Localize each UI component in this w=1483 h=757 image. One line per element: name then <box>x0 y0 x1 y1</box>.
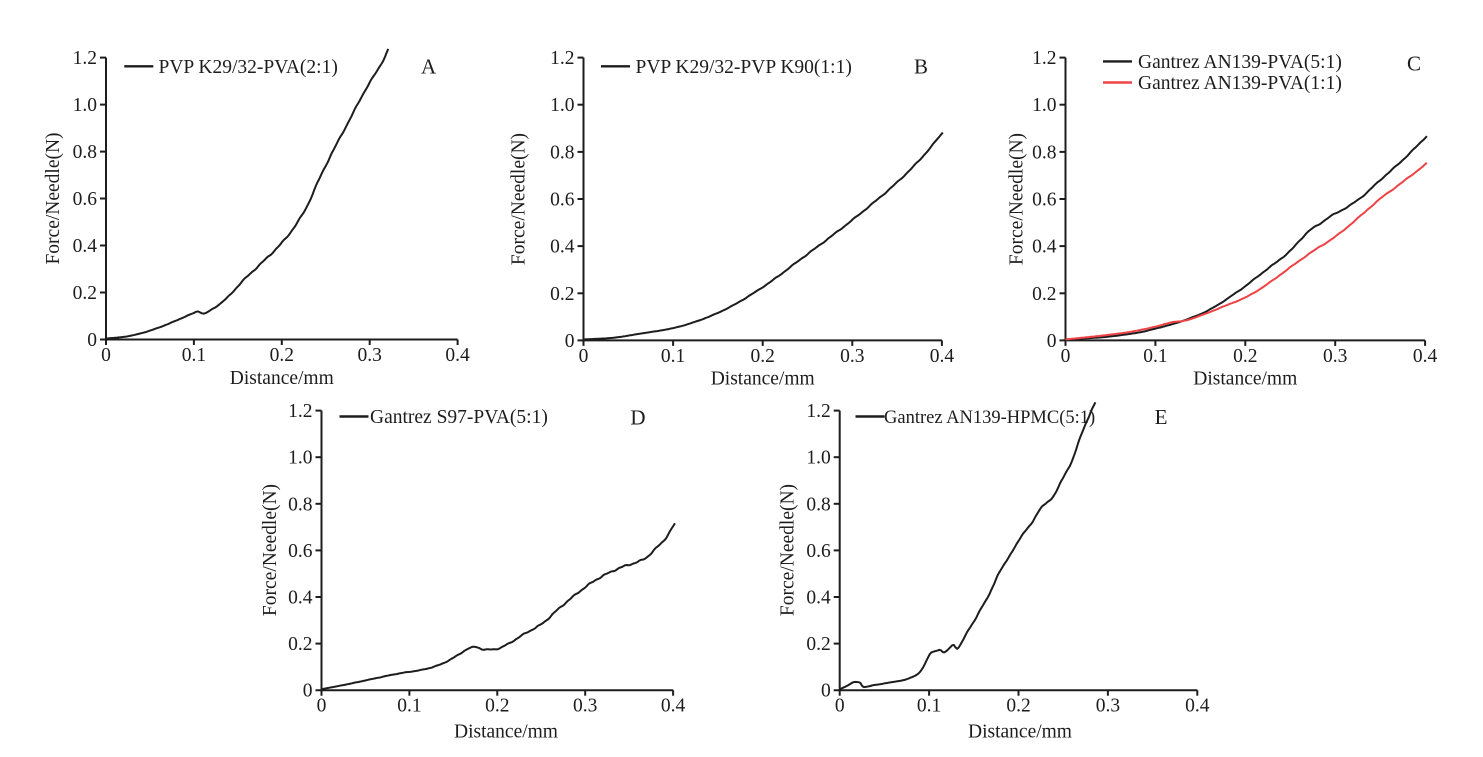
svg-text:0.1: 0.1 <box>1143 346 1167 367</box>
svg-text:Distance/mm: Distance/mm <box>968 722 1072 743</box>
svg-text:0.1: 0.1 <box>661 346 685 367</box>
svg-text:0.1: 0.1 <box>917 696 941 717</box>
svg-text:0: 0 <box>101 345 111 366</box>
svg-text:0.2: 0.2 <box>1006 696 1030 717</box>
svg-text:0.4: 0.4 <box>806 588 831 609</box>
svg-text:0.3: 0.3 <box>1323 346 1347 367</box>
svg-text:0.3: 0.3 <box>573 696 597 717</box>
svg-text:0.2: 0.2 <box>270 345 294 366</box>
svg-text:0.2: 0.2 <box>73 283 97 304</box>
svg-text:A: A <box>421 55 437 79</box>
svg-text:0.4: 0.4 <box>445 345 470 366</box>
svg-text:C: C <box>1407 52 1421 76</box>
svg-text:0.8: 0.8 <box>1032 142 1056 163</box>
svg-text:0: 0 <box>565 331 575 352</box>
svg-text:0.4: 0.4 <box>73 236 98 257</box>
svg-text:0.2: 0.2 <box>751 346 775 367</box>
svg-text:0.1: 0.1 <box>182 345 206 366</box>
svg-text:0.1: 0.1 <box>397 696 421 717</box>
svg-text:Force/Needle(N): Force/Needle(N) <box>1007 133 1028 265</box>
svg-text:0.4: 0.4 <box>1413 346 1438 367</box>
svg-text:0: 0 <box>579 346 589 367</box>
svg-text:0.2: 0.2 <box>806 634 830 655</box>
svg-text:1.0: 1.0 <box>550 95 574 116</box>
svg-text:0.2: 0.2 <box>1032 284 1056 305</box>
svg-text:0.6: 0.6 <box>73 189 98 210</box>
svg-text:0.2: 0.2 <box>550 284 574 305</box>
svg-text:B: B <box>914 55 928 79</box>
svg-text:Gantrez AN139-PVA(1:1): Gantrez AN139-PVA(1:1) <box>1138 73 1342 94</box>
svg-text:Gantrez AN139-HPMC(5:1): Gantrez AN139-HPMC(5:1) <box>884 408 1095 428</box>
svg-text:0.2: 0.2 <box>1233 346 1257 367</box>
svg-text:0.8: 0.8 <box>550 142 574 163</box>
svg-text:0.3: 0.3 <box>840 346 864 367</box>
svg-text:1.0: 1.0 <box>806 448 830 469</box>
svg-text:Gantrez AN139-PVA(5:1): Gantrez AN139-PVA(5:1) <box>1138 52 1342 73</box>
svg-text:0.8: 0.8 <box>806 494 830 515</box>
svg-text:PVP K29/32-PVP K90(1:1): PVP K29/32-PVP K90(1:1) <box>636 57 852 78</box>
svg-text:1.2: 1.2 <box>288 401 312 422</box>
svg-text:1.2: 1.2 <box>806 401 830 422</box>
svg-text:Distance/mm: Distance/mm <box>454 722 558 743</box>
svg-text:0: 0 <box>1047 331 1057 352</box>
svg-text:0.2: 0.2 <box>485 696 509 717</box>
svg-text:0.4: 0.4 <box>1185 696 1210 717</box>
svg-text:Distance/mm: Distance/mm <box>711 369 815 390</box>
svg-text:0: 0 <box>87 330 97 351</box>
svg-text:1.2: 1.2 <box>550 48 574 69</box>
svg-text:0.8: 0.8 <box>288 494 312 515</box>
svg-text:0: 0 <box>821 681 831 702</box>
svg-text:0.6: 0.6 <box>806 541 831 562</box>
svg-text:Distance/mm: Distance/mm <box>230 368 334 389</box>
svg-text:1.0: 1.0 <box>1032 95 1056 116</box>
svg-text:1.2: 1.2 <box>1032 48 1056 69</box>
svg-text:0.2: 0.2 <box>288 634 312 655</box>
svg-text:Distance/mm: Distance/mm <box>1193 369 1297 390</box>
svg-text:0: 0 <box>303 681 313 702</box>
svg-text:0.4: 0.4 <box>288 588 313 609</box>
svg-text:PVP K29/32-PVA(2:1): PVP K29/32-PVA(2:1) <box>159 57 338 78</box>
svg-text:Force/Needle(N): Force/Needle(N) <box>509 133 530 265</box>
svg-text:Force/Needle(N): Force/Needle(N) <box>43 132 64 264</box>
svg-text:0.3: 0.3 <box>1096 696 1120 717</box>
svg-text:0.4: 0.4 <box>661 696 686 717</box>
svg-text:0.6: 0.6 <box>550 190 575 211</box>
svg-text:0.8: 0.8 <box>73 142 97 163</box>
svg-text:0: 0 <box>1061 346 1071 367</box>
svg-text:0.4: 0.4 <box>550 237 575 258</box>
svg-text:0: 0 <box>317 696 327 717</box>
svg-text:1.0: 1.0 <box>73 95 97 116</box>
svg-text:0.6: 0.6 <box>288 541 313 562</box>
svg-text:0.4: 0.4 <box>1032 237 1057 258</box>
svg-text:Force/Needle(N): Force/Needle(N) <box>778 484 799 616</box>
svg-text:0: 0 <box>835 696 845 717</box>
svg-text:1.0: 1.0 <box>288 448 312 469</box>
svg-text:Gantrez S97-PVA(5:1): Gantrez S97-PVA(5:1) <box>370 407 548 428</box>
svg-text:E: E <box>1155 405 1168 429</box>
svg-text:Force/Needle(N): Force/Needle(N) <box>260 484 281 616</box>
svg-text:0.4: 0.4 <box>930 346 955 367</box>
svg-text:0.3: 0.3 <box>358 345 382 366</box>
svg-text:D: D <box>630 406 645 430</box>
svg-text:0.6: 0.6 <box>1032 190 1057 211</box>
svg-text:1.2: 1.2 <box>73 48 97 69</box>
